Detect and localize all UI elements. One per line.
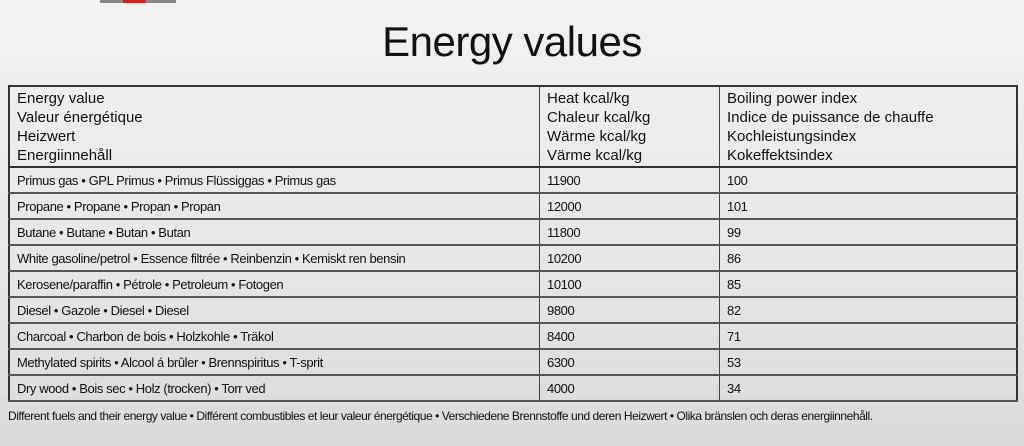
index-cell: 82 (719, 296, 1018, 324)
table-caption: Different fuels and their energy value •… (8, 409, 873, 423)
header-line: Energiinnehåll (17, 146, 113, 164)
heat-cell: 6300 (539, 348, 720, 376)
header-line: Wärme kcal/kg (547, 127, 647, 145)
header-line: Boiling power index (727, 89, 858, 107)
page-title: Energy values (382, 18, 642, 65)
index-cell: 34 (719, 374, 1018, 402)
index-cell: 99 (719, 218, 1018, 246)
heat-cell: 10100 (539, 270, 720, 298)
fuel-cell: Dry wood • Bois sec • Holz (trocken) • T… (8, 374, 540, 402)
header-line: Kochleistungsindex (727, 127, 857, 145)
heat-cell: 10200 (539, 244, 720, 272)
heat-cell: 11800 (539, 218, 720, 246)
index-cell: 100 (719, 166, 1018, 194)
header-boiling-index: Boiling power index Indice de puissance … (719, 85, 1018, 168)
heat-cell: 9800 (539, 296, 720, 324)
table-row: Propane • Propane • Propan • Propan 12000… (8, 192, 1018, 220)
index-cell: 71 (719, 322, 1018, 350)
header-heat: Heat kcal/kg Chaleur kcal/kg Wärme kcal/… (539, 85, 720, 168)
table-row: White gasoline/petrol • Essence filtrée … (8, 244, 1018, 272)
index-cell: 53 (719, 348, 1018, 376)
header-line: Energy value (17, 89, 105, 107)
header-line: Kokeffektsindex (727, 146, 833, 164)
table-row: Kerosene/paraffin • Pétrole • Petroleum … (8, 270, 1018, 298)
header-line: Chaleur kcal/kg (547, 108, 651, 126)
fuel-cell: Diesel • Gazole • Diesel • Diesel (8, 296, 540, 324)
fuel-cell: Charcoal • Charbon de bois • Holzkohle •… (8, 322, 540, 350)
table-header-row: Energy value Valeur énergétique Heizwert… (8, 85, 1018, 168)
heat-cell: 12000 (539, 192, 720, 220)
header-energy-value: Energy value Valeur énergétique Heizwert… (8, 85, 540, 168)
logo-fragment (100, 0, 176, 3)
table-row: Diesel • Gazole • Diesel • Diesel 9800 82 (8, 296, 1018, 324)
header-line: Heat kcal/kg (547, 89, 630, 107)
header-line: Heizwert (17, 127, 76, 145)
heat-cell: 4000 (539, 374, 720, 402)
index-cell: 101 (719, 192, 1018, 220)
heat-cell: 11900 (539, 166, 720, 194)
index-cell: 85 (719, 270, 1018, 298)
header-line: Värme kcal/kg (547, 146, 643, 164)
energy-values-table: Energy value Valeur énergétique Heizwert… (8, 85, 1018, 402)
fuel-cell: White gasoline/petrol • Essence filtrée … (8, 244, 540, 272)
table-row: Charcoal • Charbon de bois • Holzkohle •… (8, 322, 1018, 350)
fuel-cell: Butane • Butane • Butan • Butan (8, 218, 540, 246)
heat-cell: 8400 (539, 322, 720, 350)
header-line: Indice de puissance de chauffe (727, 108, 934, 126)
fuel-cell: Methylated spirits • Alcool á brûler • B… (8, 348, 540, 376)
fuel-cell: Propane • Propane • Propan • Propan (8, 192, 540, 220)
header-line: Valeur énergétique (17, 108, 143, 126)
table-row: Primus gas • GPL Primus • Primus Flüssig… (8, 166, 1018, 194)
index-cell: 86 (719, 244, 1018, 272)
fuel-cell: Primus gas • GPL Primus • Primus Flüssig… (8, 166, 540, 194)
table-row: Dry wood • Bois sec • Holz (trocken) • T… (8, 374, 1018, 402)
table-row: Methylated spirits • Alcool á brûler • B… (8, 348, 1018, 376)
fuel-cell: Kerosene/paraffin • Pétrole • Petroleum … (8, 270, 540, 298)
table-row: Butane • Butane • Butan • Butan 11800 99 (8, 218, 1018, 246)
